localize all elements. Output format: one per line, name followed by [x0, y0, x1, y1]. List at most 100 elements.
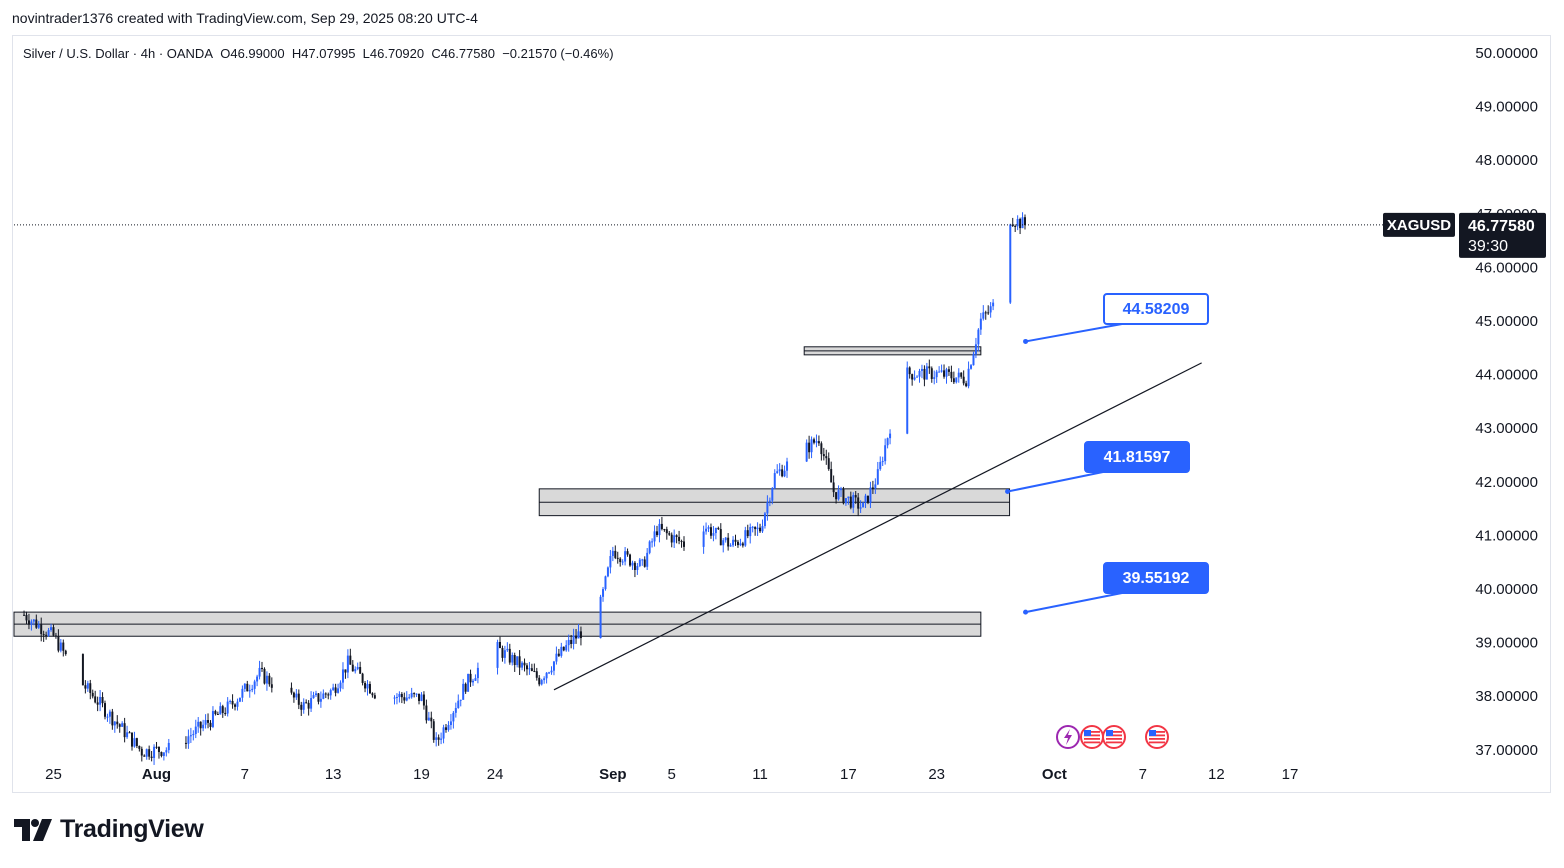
- candle-body: [62, 642, 65, 651]
- candle-body: [106, 716, 109, 718]
- candle-body: [261, 667, 264, 669]
- candle-body: [918, 370, 921, 377]
- ticker-tag: [1383, 212, 1455, 237]
- candle-body: [540, 680, 543, 685]
- time-axis: 25 Aug 7 13 19 24 Sep 5 11 17 23 Oct 7 12 17: [45, 766, 1298, 783]
- candle-body: [197, 721, 200, 727]
- price-axis: 50.0000049.0000048.0000047.0000046.00000…: [1475, 45, 1538, 759]
- flag-stripe: [1149, 741, 1165, 744]
- candle-body: [263, 668, 266, 684]
- candle-body: [40, 624, 43, 635]
- candle-body: [469, 673, 472, 683]
- flag-stripe: [1106, 738, 1122, 740]
- candle-body: [682, 541, 685, 547]
- y-tick-label: 42.00000: [1475, 474, 1538, 491]
- candle-body: [864, 495, 867, 503]
- candle-body: [763, 513, 766, 527]
- candle-body: [501, 648, 504, 658]
- candle-body: [847, 496, 850, 499]
- y-tick-label: 49.00000: [1475, 99, 1538, 116]
- candle-body: [474, 678, 477, 681]
- candle-body: [940, 370, 943, 372]
- candle-body: [354, 669, 357, 672]
- candle-body: [759, 527, 762, 532]
- y-tick-label: 38.00000: [1475, 688, 1538, 705]
- candle-body: [116, 721, 119, 725]
- candle-body: [886, 438, 889, 446]
- candle-body: [567, 639, 570, 646]
- candle-body: [498, 642, 501, 649]
- flag-stripe: [1149, 734, 1165, 737]
- trendline-layer: [553, 362, 1202, 691]
- candle-body: [945, 369, 948, 377]
- ticker-label: XAGUSD: [1387, 217, 1451, 234]
- candle-body: [575, 635, 578, 639]
- chart-frame[interactable]: [12, 35, 1551, 793]
- candle-body: [913, 377, 916, 380]
- x-tick-label: 13: [325, 766, 342, 783]
- candle-body: [548, 672, 551, 674]
- candle-body: [577, 631, 580, 639]
- candle-body: [1016, 219, 1019, 227]
- price-tag: [1459, 212, 1546, 258]
- candle-body: [749, 527, 752, 537]
- lightning-event-icon[interactable]: [1056, 725, 1080, 749]
- candle-body: [849, 496, 852, 508]
- candle-body: [675, 535, 678, 537]
- candle-body: [832, 482, 835, 493]
- candle-body: [663, 529, 666, 531]
- candle-body: [727, 537, 730, 547]
- y-tick-label: 45.00000: [1475, 313, 1538, 330]
- candle-body: [462, 683, 465, 700]
- candle-body: [265, 675, 268, 684]
- flag-stripe: [1149, 731, 1165, 733]
- candle-body: [722, 540, 725, 546]
- us-flag-event-icon[interactable]: [1080, 725, 1104, 749]
- callout-label: 44.58209: [1123, 301, 1190, 318]
- flag-stripe: [1106, 734, 1122, 737]
- candle-body: [430, 717, 433, 722]
- candle-body: [35, 619, 38, 628]
- candle-body: [545, 672, 548, 679]
- candle-body: [599, 596, 602, 639]
- flag-canton: [1106, 730, 1113, 736]
- candle-body: [712, 533, 715, 536]
- candle-body: [194, 726, 197, 734]
- candle-body: [457, 700, 460, 709]
- candle-body: [160, 752, 163, 756]
- us-flag-event-icon[interactable]: [1102, 725, 1126, 749]
- candle-body: [300, 704, 303, 710]
- candle-body: [94, 696, 97, 703]
- candle-body: [837, 490, 840, 500]
- x-tick-label: 5: [668, 766, 676, 783]
- candle-body: [562, 646, 565, 651]
- candle-body: [184, 742, 187, 744]
- candle-body: [400, 693, 403, 698]
- us-flag-event-icon[interactable]: [1145, 725, 1169, 749]
- candle-body: [84, 685, 87, 689]
- candle-body: [135, 738, 138, 746]
- candle-body: [638, 559, 641, 567]
- candle-body: [570, 639, 573, 645]
- candle-body: [965, 383, 968, 387]
- candle-body: [150, 756, 153, 758]
- candle-body: [825, 456, 828, 459]
- candle-body: [123, 723, 126, 738]
- candle-body: [579, 631, 582, 639]
- symbol-legend[interactable]: Silver / U.S. Dollar · 4h · OANDA O46.99…: [23, 46, 614, 61]
- tradingview-logo[interactable]: TradingView: [14, 815, 204, 844]
- candle-body: [317, 693, 320, 702]
- candle-body: [989, 306, 992, 313]
- candle-body: [253, 681, 256, 689]
- candle-body: [99, 696, 102, 705]
- candle-body: [256, 676, 259, 682]
- candle-body: [528, 668, 531, 670]
- callout-anchor: [1023, 609, 1029, 615]
- x-tick-label: 7: [241, 766, 249, 783]
- candle-body: [415, 693, 418, 695]
- candle-body: [572, 635, 575, 645]
- candle-body: [101, 696, 104, 704]
- candle-body: [297, 693, 300, 705]
- candle-body: [459, 699, 462, 701]
